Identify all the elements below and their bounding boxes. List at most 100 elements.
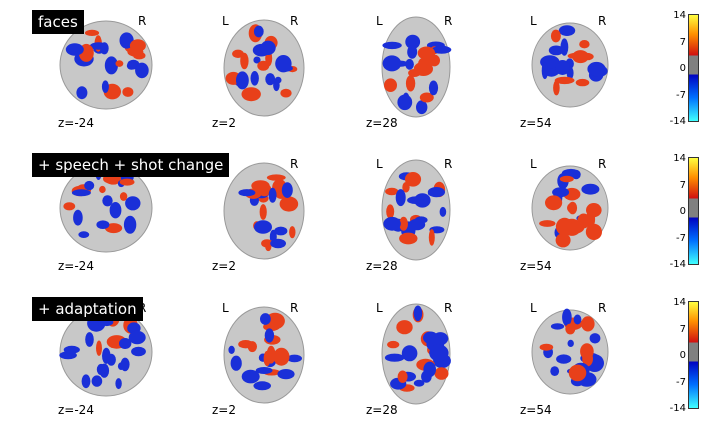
activation-blob — [541, 62, 549, 80]
right-orientation-label: R — [598, 14, 607, 28]
colorbar: 14 7 0 -7 -14 — [662, 297, 712, 422]
activation-blob — [119, 338, 132, 349]
activation-blob — [399, 216, 408, 231]
left-orientation-label: L — [530, 301, 537, 315]
activation-blob — [115, 378, 122, 390]
activation-blob — [85, 332, 94, 347]
activation-blob — [383, 216, 401, 231]
slice-z-label: z=2 — [212, 403, 236, 417]
activation-blob — [428, 80, 439, 96]
activation-blob — [405, 34, 421, 50]
right-orientation-label: R — [444, 14, 453, 28]
left-orientation-label: L — [530, 157, 537, 171]
activation-blob — [251, 180, 270, 192]
right-orientation-label: R — [444, 157, 453, 171]
activation-blob — [228, 345, 235, 354]
activation-blob — [565, 323, 576, 335]
activation-blob — [255, 367, 273, 374]
activation-blob — [275, 55, 292, 73]
activation-blob — [135, 62, 149, 79]
activation-blob — [548, 45, 564, 56]
activation-blob — [99, 185, 106, 194]
activation-blob — [274, 76, 282, 84]
activation-blob — [405, 75, 416, 92]
activation-blob — [434, 367, 449, 380]
colorbar-gradient — [688, 301, 699, 409]
slice-z-label: z=54 — [520, 403, 552, 417]
activation-blob — [119, 192, 128, 201]
activation-blob — [84, 29, 100, 36]
activation-blob — [558, 25, 576, 36]
activation-blob — [384, 353, 405, 362]
slice-z-label: z=54 — [520, 116, 552, 130]
activation-blob — [397, 370, 408, 383]
colorbar-tick-label: -7 — [676, 232, 686, 244]
activation-blob — [579, 40, 590, 49]
colorbar-tick-label: 14 — [673, 10, 686, 21]
left-orientation-label: L — [530, 14, 537, 28]
activation-blob — [127, 47, 144, 57]
activation-blob — [387, 340, 400, 349]
slice-z-label: z=28 — [366, 259, 398, 273]
activation-blob — [419, 92, 434, 103]
activation-blob — [556, 354, 572, 364]
activation-blob — [241, 369, 260, 384]
activation-blob — [581, 183, 600, 195]
activation-blob — [586, 203, 602, 218]
colorbar-tick-label: -14 — [669, 259, 686, 270]
activation-blob — [550, 29, 561, 43]
activation-blob — [589, 333, 601, 344]
activation-blob — [96, 363, 106, 376]
activation-blob — [568, 220, 585, 234]
figure-row: + speech + shot changeRz=-24LRz=2LRz=28L… — [0, 153, 714, 293]
brain-slice-image — [531, 165, 609, 251]
activation-blob — [236, 71, 249, 90]
activation-blob — [96, 340, 102, 356]
brain-slice-image — [381, 303, 451, 405]
activation-blob — [126, 62, 137, 70]
activation-blob — [100, 42, 109, 55]
activation-blob — [573, 314, 582, 325]
left-orientation-label: L — [222, 14, 229, 28]
activation-blob — [76, 86, 88, 100]
left-orientation-label: L — [222, 301, 229, 315]
activation-blob — [560, 38, 569, 56]
activation-blob — [545, 195, 563, 211]
activation-blob — [232, 49, 244, 58]
activation-blob — [63, 202, 76, 211]
slice-z-label: z=-24 — [58, 403, 94, 417]
slice-z-label: z=2 — [212, 259, 236, 273]
activation-blob — [396, 320, 413, 335]
activation-blob — [238, 340, 254, 349]
activation-blob — [382, 55, 402, 72]
activation-blob — [109, 202, 122, 219]
activation-blob — [125, 196, 141, 211]
activation-blob — [274, 226, 288, 236]
activation-blob — [253, 25, 264, 38]
activation-blob — [568, 201, 578, 215]
brain-slice-image — [531, 308, 609, 395]
activation-blob — [289, 226, 296, 239]
activation-blob — [553, 80, 560, 96]
activation-blob — [73, 209, 83, 226]
brain-slice-image — [223, 19, 305, 117]
colorbar-gradient — [688, 157, 699, 265]
activation-blob — [561, 168, 580, 178]
row-title: faces — [32, 10, 84, 34]
activation-blob — [402, 92, 410, 108]
activation-blob — [261, 239, 273, 248]
activation-blob — [287, 354, 302, 363]
activation-blob — [582, 351, 593, 367]
brain-slice: LRz=2 — [212, 153, 322, 278]
colorbar-tick-label: -14 — [669, 403, 686, 414]
left-orientation-label: L — [376, 157, 383, 171]
colorbar-tick-label: 14 — [673, 297, 686, 308]
colorbar-tick-label: -14 — [669, 116, 686, 127]
activation-blob — [96, 220, 110, 229]
activation-blob — [84, 180, 95, 191]
